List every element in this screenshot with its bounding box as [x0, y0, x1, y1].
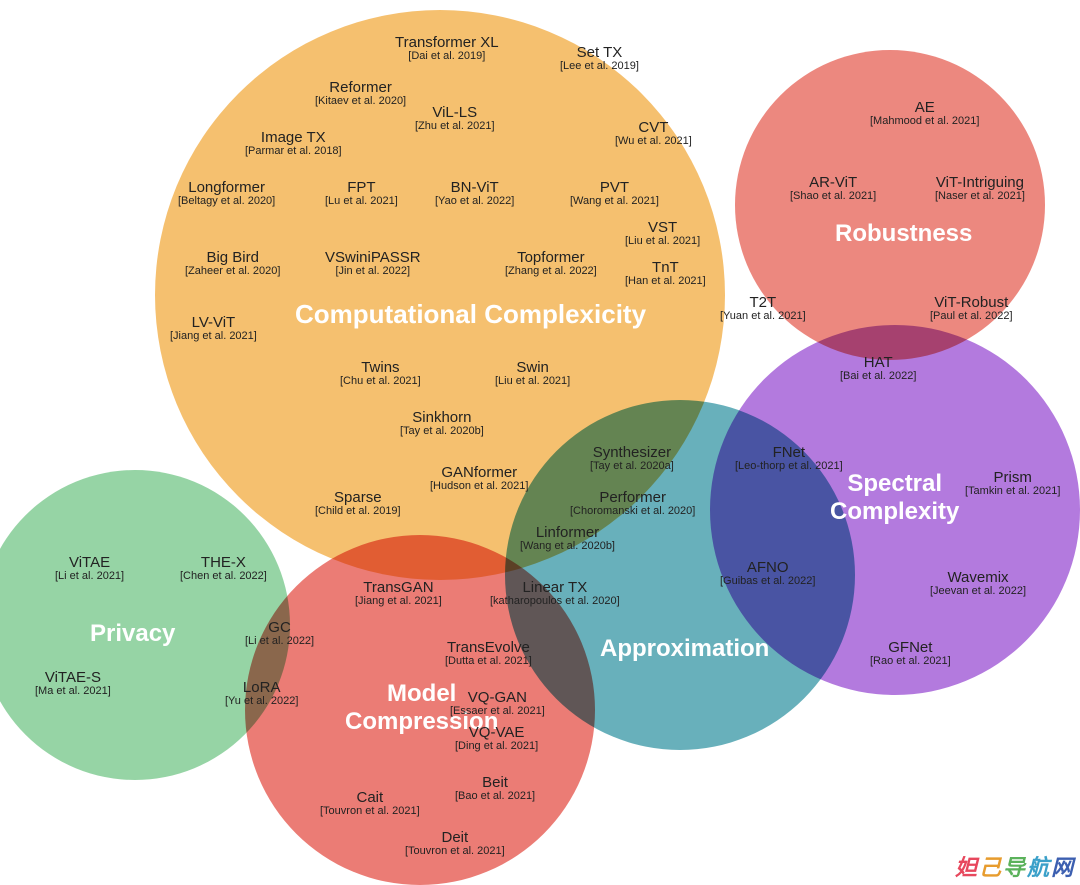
watermark: 妲己导航网 [955, 850, 1075, 882]
category-circle-model [245, 535, 595, 885]
category-circle-robust [735, 50, 1045, 360]
